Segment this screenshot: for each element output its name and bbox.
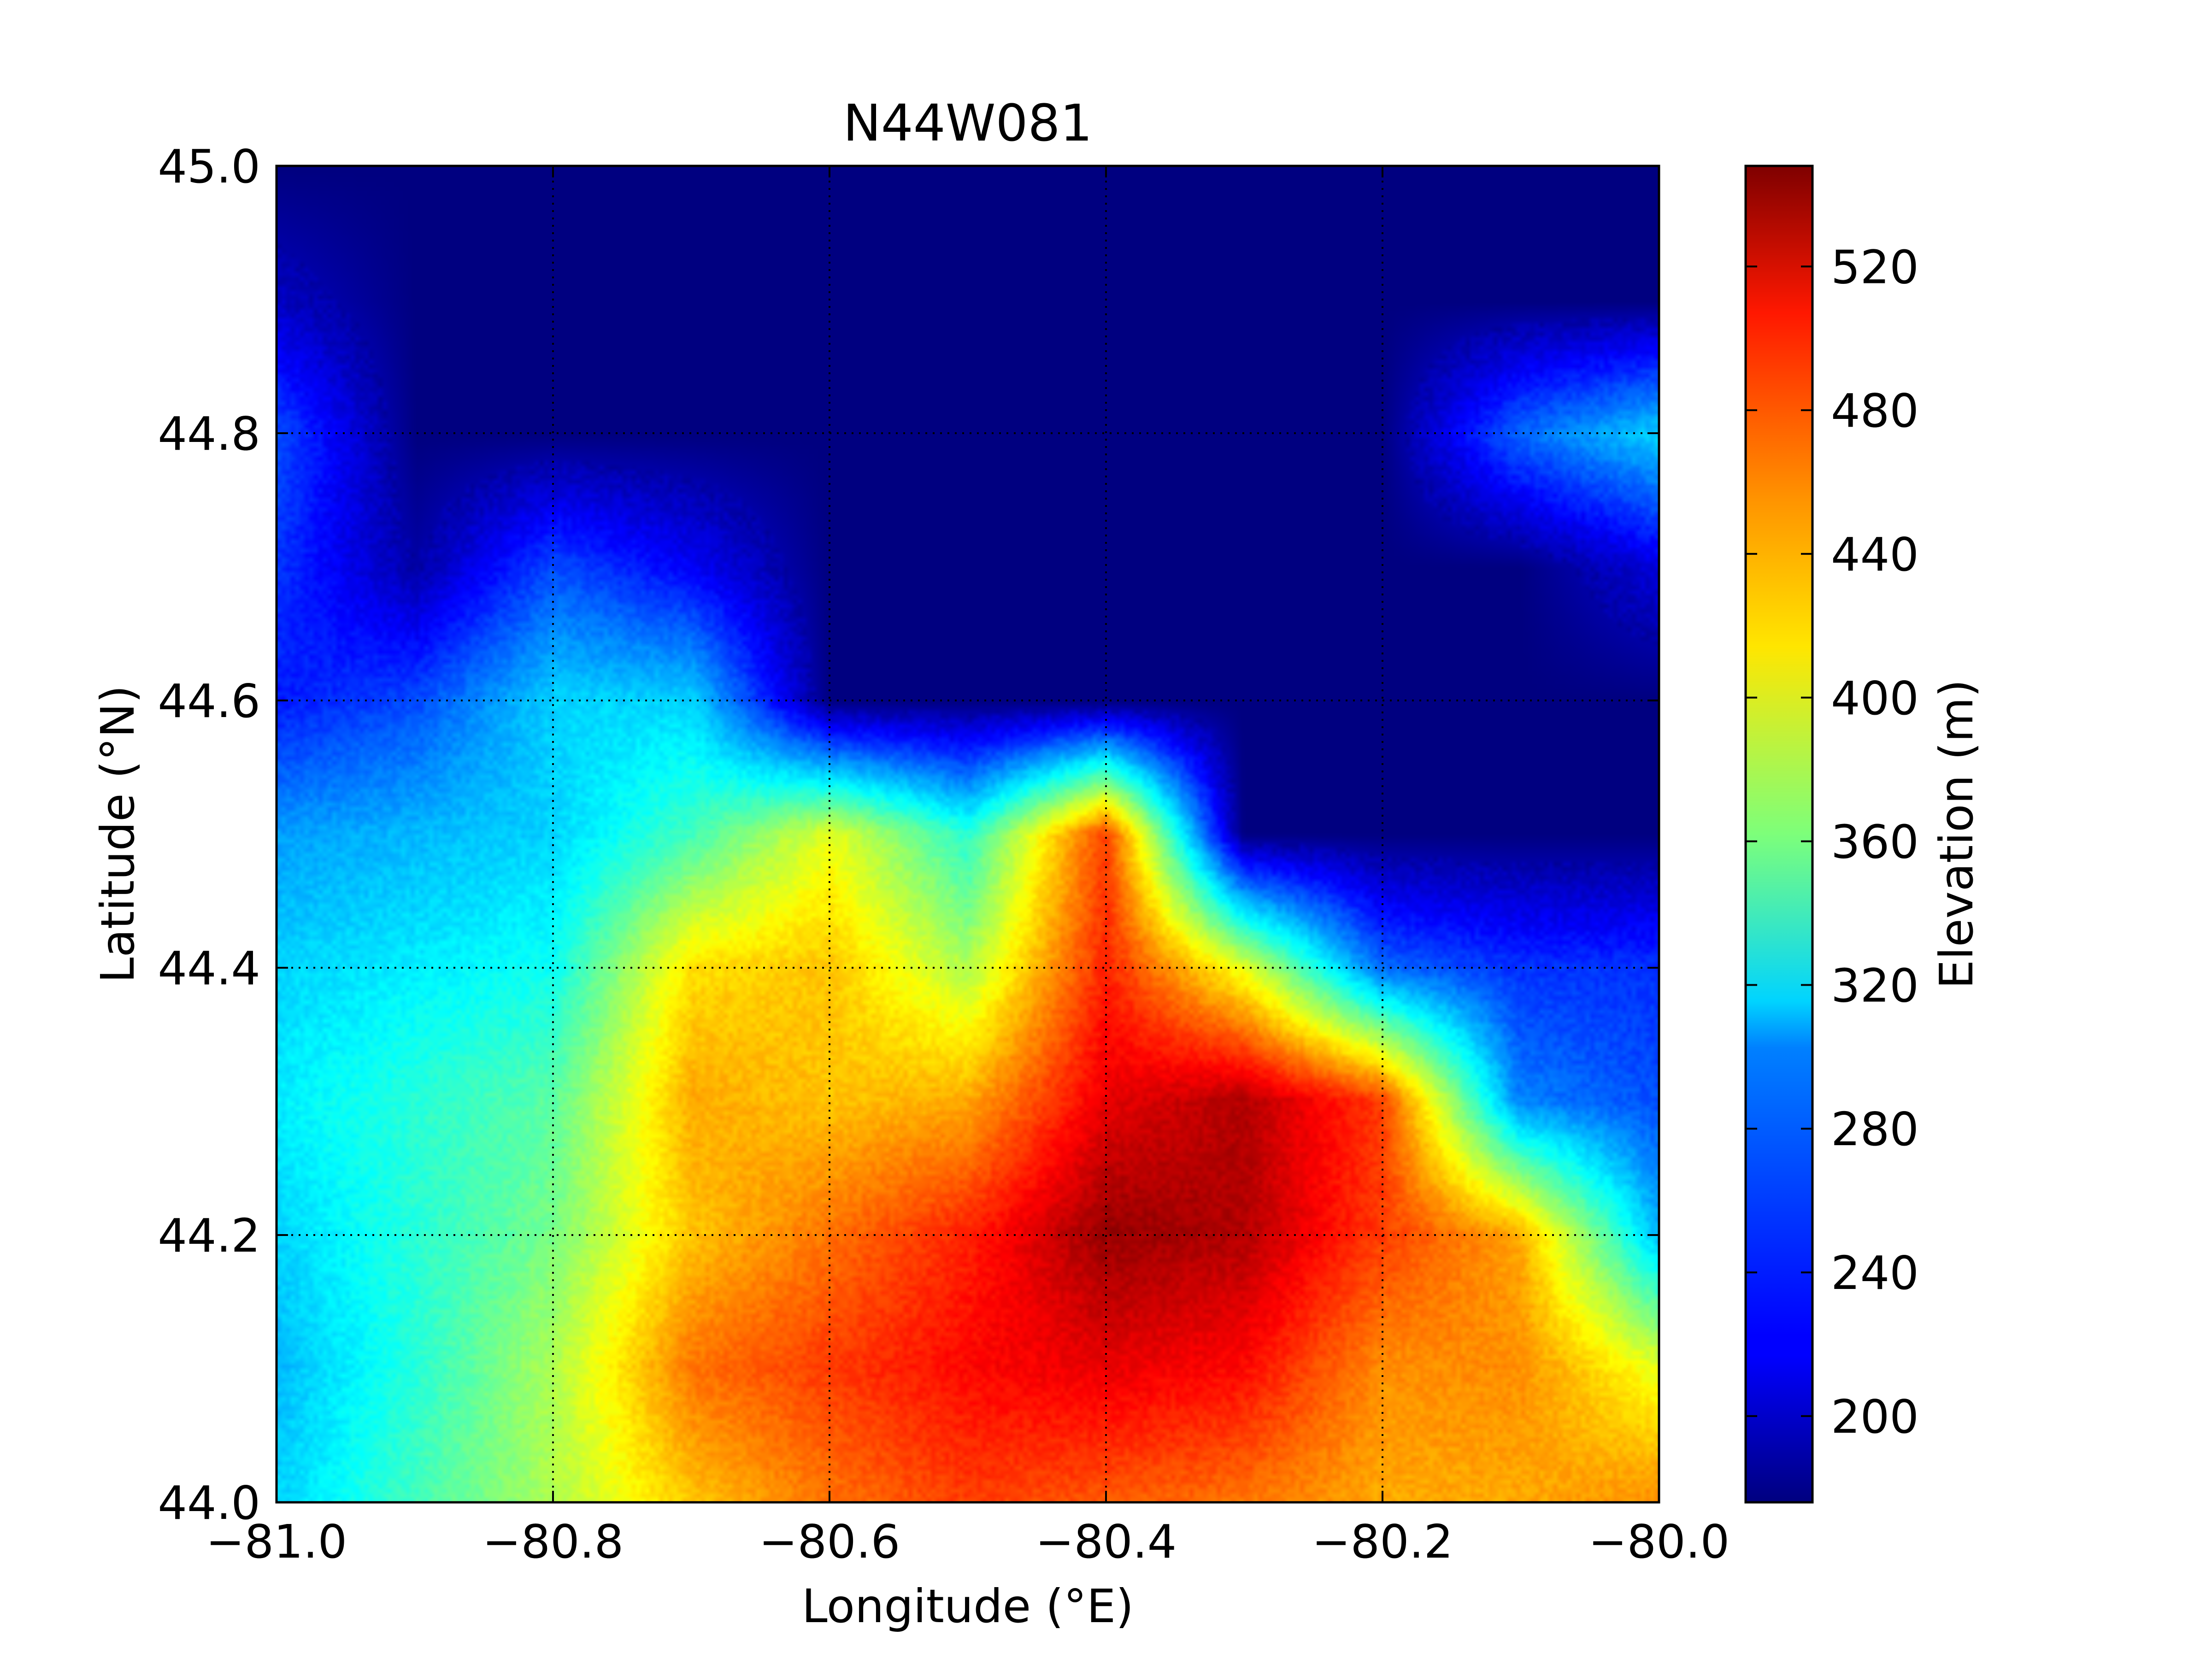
- colorbar-tick-label: 440: [1831, 528, 1919, 582]
- colorbar-tick-label: 320: [1831, 959, 1919, 1012]
- y-tick-label: 44.0: [158, 1476, 260, 1530]
- x-tick-label: −80.0: [1588, 1515, 1730, 1569]
- y-tick-label: 44.6: [158, 674, 260, 728]
- colorbar-tick-label: 200: [1831, 1390, 1919, 1444]
- x-tick-label: −80.2: [1312, 1515, 1453, 1569]
- colorbar-ticks: 200 240 280 320 360 400 440 480 520: [1746, 240, 1919, 1444]
- colorbar-tick-label: 400: [1831, 671, 1919, 725]
- colorbar-tick-label: 240: [1831, 1246, 1919, 1300]
- y-axis-label: Latitude (°N): [91, 685, 145, 983]
- x-tick-label: −80.8: [482, 1515, 624, 1569]
- colorbar-tick-label: 360: [1831, 815, 1919, 869]
- x-axis-ticks: −81.0 −80.8 −80.6 −80.4 −80.2 −80.0: [206, 166, 1730, 1569]
- y-tick-label: 44.2: [158, 1209, 260, 1263]
- x-tick-label: −80.6: [759, 1515, 900, 1569]
- x-tick-label: −81.0: [206, 1515, 347, 1569]
- y-tick-label: 45.0: [158, 140, 260, 194]
- chart-title: N44W081: [843, 94, 1093, 153]
- colorbar-tick-label: 480: [1831, 384, 1919, 438]
- colorbar-label: Elevation (m): [1930, 679, 1983, 989]
- grid-lines: [276, 166, 1659, 1502]
- y-axis-ticks: 44.0 44.2 44.4 44.6 44.8 45.0: [158, 140, 1659, 1530]
- x-tick-label: −80.4: [1035, 1515, 1177, 1569]
- colorbar: [1744, 165, 1814, 1504]
- y-tick-label: 44.4: [158, 941, 260, 995]
- x-axis-label: Longitude (°E): [802, 1579, 1134, 1633]
- elevation-raster: [276, 166, 1659, 1502]
- y-tick-label: 44.8: [158, 407, 260, 461]
- colorbar-tick-label: 520: [1831, 240, 1919, 294]
- colorbar-tick-label: 280: [1831, 1102, 1919, 1156]
- plot-frame: [275, 165, 1660, 1504]
